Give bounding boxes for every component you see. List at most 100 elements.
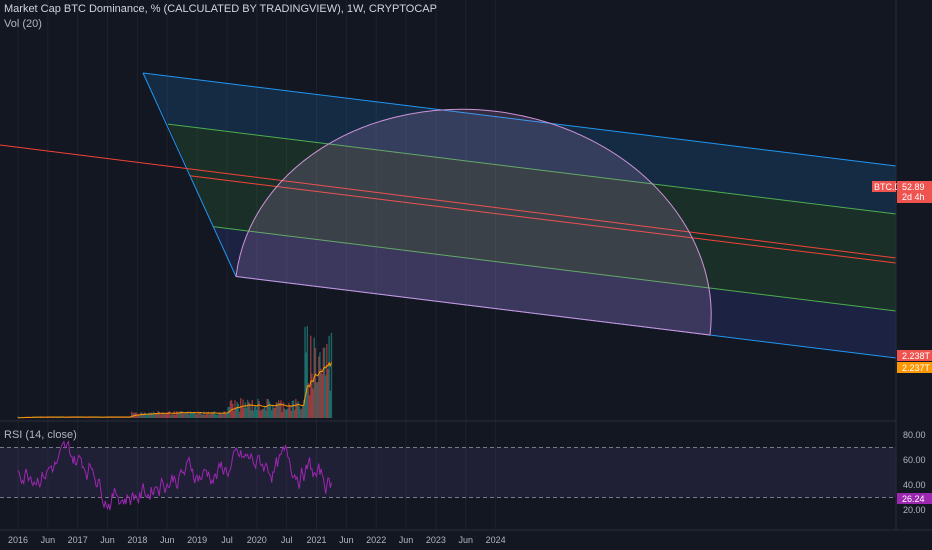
volume-bar [300,408,303,418]
volume-bar [329,390,331,418]
volume-bar [160,413,163,418]
volume-bar [63,417,65,418]
historical-trend-line[interactable] [0,144,897,259]
time-tick-label: Jun [399,535,414,545]
chart-grid [17,0,497,530]
parallel-channel-drawing[interactable] [0,72,897,359]
volume-bar [55,417,57,418]
rsi-scale[interactable]: 80.00 60.00 40.00 20.00 [903,430,926,515]
volume-bar [213,411,216,418]
volume-bar [103,417,105,418]
volume-bar [183,413,186,418]
volume-bar [258,401,260,418]
volume-bar [288,402,290,418]
volume-bar [187,411,189,418]
volume-bar [269,404,272,418]
volume-bar [316,381,319,418]
volume-bar [163,413,165,418]
volume-bar [302,404,304,418]
volume-bar [290,410,292,418]
volume-bar [125,417,127,418]
volume-bar [85,417,87,418]
volume-bar [41,417,43,418]
time-tick-label: Jul [221,535,233,545]
time-tick-label: 2019 [187,535,207,545]
volume-bar [152,411,155,418]
volume-bar [231,403,234,418]
volume-bar [171,413,173,418]
volume-bar [64,417,66,418]
volume-bar [156,413,158,418]
volume-bar [189,411,191,418]
volume-bar [110,417,112,418]
volume-bar [324,375,327,418]
volume-bar [107,417,110,418]
volume-bar [198,412,201,418]
volume-bar [109,417,111,418]
volume-bar [228,406,230,418]
volume-bar [267,399,269,418]
volume-bar [328,335,330,418]
channel-outer-lower-fill [213,226,896,358]
volume-bar [327,369,329,418]
volume-bar [97,417,100,418]
volume-bar [82,417,85,418]
rsi-legend: RSI (14, close) [4,429,77,441]
volume-bar [295,399,297,418]
volume-bar [223,411,226,418]
volume-bar [314,348,317,418]
volume-bar [191,412,194,418]
volume-bar [153,413,156,418]
volume-bar [305,352,307,418]
volume-bar [164,413,166,418]
time-tick-label: Jun [160,535,175,545]
volume-bar [188,414,190,418]
volume-bar [265,410,267,418]
channel-lower-inner-line[interactable] [212,226,897,312]
volume-bar [307,383,310,418]
volume-bar [275,402,278,418]
volume-bar [312,388,314,418]
rsi-tick-label: 20.00 [903,505,926,515]
channel-upper-inner-line[interactable] [167,123,897,215]
time-tick-label: Jun [458,535,473,545]
volume-bar [261,408,264,418]
volume-bar [279,402,281,418]
volume-bar [168,411,171,418]
channel-outer-upper-fill [143,73,896,214]
volume-bar [252,410,255,418]
volume-bar [94,417,96,418]
volume-bar [79,417,81,418]
volume-bar [145,414,148,418]
volume-bar [65,417,67,418]
channel-left-edge-line[interactable] [142,72,237,277]
volume-bar [323,347,326,418]
rsi-line [17,440,332,511]
volume-bar [195,413,197,418]
volume-bar [262,408,265,418]
volume-bar [81,417,83,418]
volume-tag-1-bg [897,350,932,361]
volume-bar [96,417,98,418]
volume-bar [242,399,244,418]
volume-bar [186,412,188,418]
volume-bar [178,413,180,418]
volume-bar [155,413,157,418]
volume-bar [322,347,325,418]
volume-bar [326,343,328,418]
volume-bar [179,411,181,418]
half-circle-arc-drawing[interactable] [235,109,712,336]
time-scale[interactable]: 2016 Jun 2017 Jun 2018 Jun 2019 Jul 2020 Jul 2021 J… [8,535,506,545]
volume-bar [180,411,182,418]
volume-bar [291,400,294,418]
channel-median-line[interactable] [189,175,897,264]
channel-top-line[interactable] [142,72,897,167]
volume-bar [241,406,243,418]
volume-bar [246,399,249,418]
volume-bar [52,417,55,418]
volume-bar [245,407,248,418]
volume-bar [283,408,286,418]
volume-bar [272,404,274,418]
volume-bar [196,414,198,418]
